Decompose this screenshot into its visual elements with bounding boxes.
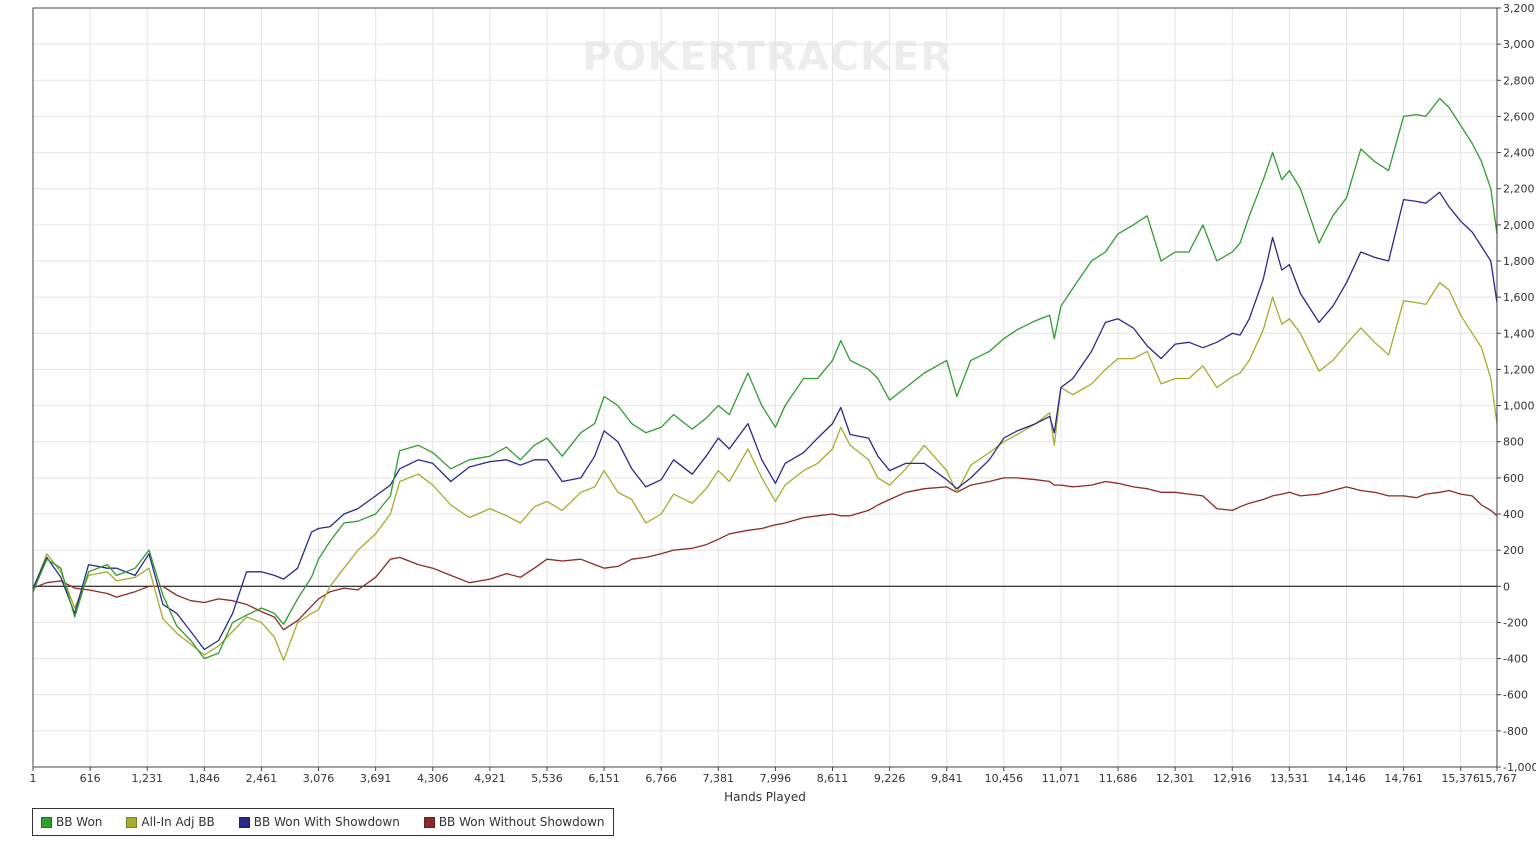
x-tick-label: 13,531 — [1270, 772, 1309, 785]
series-line-bb-won — [32, 97, 1498, 660]
legend-label-bb-won-without-showdown: BB Won Without Showdown — [438, 815, 605, 829]
x-tick-label: 10,456 — [985, 772, 1024, 785]
y-tick-label: 1,800 — [1503, 255, 1535, 268]
x-tick-label: 11,686 — [1099, 772, 1138, 785]
y-tick-label: 2,200 — [1503, 183, 1535, 196]
y-tick-label: 800 — [1503, 436, 1524, 449]
y-tick-label: 1,400 — [1503, 327, 1535, 340]
legend-label-bb-won: BB Won — [56, 815, 103, 829]
legend-swatch-all-in-adj-bb — [126, 816, 138, 828]
x-tick-label: 8,611 — [817, 772, 849, 785]
series-line-bb-won-with-showdown — [32, 191, 1498, 651]
x-tick-label: 14,761 — [1384, 772, 1423, 785]
x-tick-label: 11,071 — [1042, 772, 1081, 785]
grid-lines — [32, 7, 1498, 768]
y-tick-label: 2,000 — [1503, 219, 1535, 232]
y-tick-label: 400 — [1503, 508, 1524, 521]
legend-item-bb-won-with-showdown[interactable]: BB Won With Showdown — [238, 815, 400, 829]
y-tick-label: 0 — [1503, 580, 1510, 593]
y-tick-label: 2,800 — [1503, 74, 1535, 87]
legend-swatch-bb-won-without-showdown — [423, 816, 435, 828]
y-tick-label: 2,400 — [1503, 147, 1535, 160]
x-tick-label: 4,921 — [474, 772, 506, 785]
x-tick-label: 7,381 — [703, 772, 735, 785]
x-tick-label: 7,996 — [760, 772, 792, 785]
legend-label-bb-won-with-showdown: BB Won With Showdown — [253, 815, 400, 829]
y-tick-label: 1,200 — [1503, 363, 1535, 376]
y-tick-label: 600 — [1503, 472, 1524, 485]
x-tick-label: 5,536 — [531, 772, 563, 785]
x-tick-label: 15,376 — [1441, 772, 1480, 785]
y-tick-label: 3,000 — [1503, 38, 1535, 51]
legend-item-bb-won-without-showdown[interactable]: BB Won Without Showdown — [423, 815, 605, 829]
x-tick-label: 6,151 — [588, 772, 620, 785]
series-line-bb-won-without-showdown — [32, 477, 1498, 631]
x-axis-label: Hands Played — [724, 790, 806, 804]
x-tick-label: 3,076 — [303, 772, 335, 785]
watermark: POKERTRACKER — [582, 34, 952, 80]
x-tick-label: 4,306 — [417, 772, 449, 785]
y-tick-label: 2,600 — [1503, 110, 1535, 123]
y-tick-label: -1,000 — [1503, 761, 1536, 774]
x-tick-label: 15,767 — [1479, 772, 1518, 785]
x-tick-label: 9,226 — [874, 772, 906, 785]
x-tick-label: 12,916 — [1213, 772, 1252, 785]
x-tick-label: 14,146 — [1327, 772, 1366, 785]
legend: BB Won All-In Adj BB BB Won With Showdow… — [32, 808, 614, 836]
legend-item-bb-won[interactable]: BB Won — [41, 815, 102, 829]
y-tick-label: -200 — [1503, 616, 1528, 629]
series-line-all-in-adj-bb — [32, 282, 1498, 662]
x-tick-label: 9,841 — [931, 772, 963, 785]
x-tick-label: 6,766 — [645, 772, 677, 785]
y-tick-label: -600 — [1503, 689, 1528, 702]
y-tick-label: 200 — [1503, 544, 1524, 557]
y-tick-label: -400 — [1503, 653, 1528, 666]
y-tick-label: 3,200 — [1503, 2, 1535, 15]
x-tick-label: 3,691 — [360, 772, 392, 785]
legend-item-all-in-adj-bb[interactable]: All-In Adj BB — [126, 815, 215, 829]
x-tick-label: 1,231 — [131, 772, 163, 785]
x-tick-label: 12,301 — [1156, 772, 1195, 785]
x-tick-label: 1,846 — [189, 772, 221, 785]
legend-swatch-bb-won — [41, 816, 52, 828]
legend-label-all-in-adj-bb: All-In Adj BB — [141, 815, 215, 829]
y-tick-label: 1,600 — [1503, 291, 1535, 304]
x-axis-ticks: 1 616 1,231 1,846 2,461 3,076 3,691 4,306 4,921 5… — [30, 767, 1518, 785]
x-tick-label: 616 — [80, 772, 101, 785]
plot-frame — [32, 7, 1498, 768]
legend-swatch-bb-won-with-showdown — [238, 816, 250, 828]
x-tick-label: 2,461 — [246, 772, 278, 785]
x-tick-label: 1 — [30, 772, 37, 785]
y-tick-label: -800 — [1503, 725, 1528, 738]
y-axis-ticks: -1,000 -800 -600 -400 -200 0 200 400 600 800 1,000… — [1497, 2, 1536, 774]
y-tick-label: 1,000 — [1503, 400, 1535, 413]
series-lines — [32, 97, 1498, 662]
